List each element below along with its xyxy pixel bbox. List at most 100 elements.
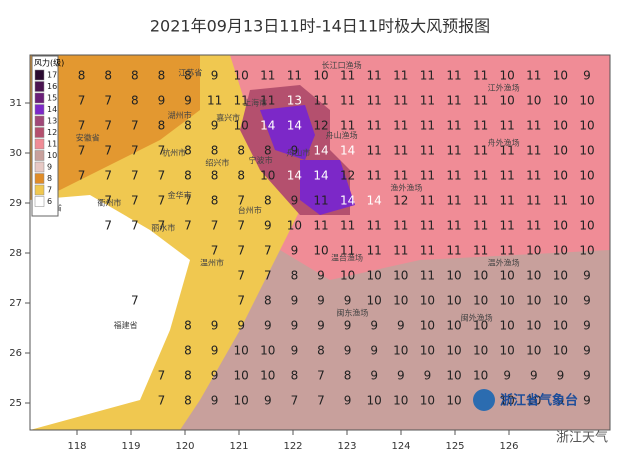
wind-value: 13 (287, 94, 302, 108)
wind-value: 9 (291, 319, 299, 333)
wind-value: 8 (344, 369, 352, 383)
wind-value: 9 (583, 269, 591, 283)
wind-value: 9 (583, 69, 591, 83)
legend-swatch (34, 173, 45, 184)
wind-value: 11 (367, 169, 382, 183)
place-label: 福建省 (114, 320, 138, 330)
wind-value: 7 (184, 194, 192, 208)
wind-value: 7 (131, 169, 139, 183)
wind-value: 10 (446, 344, 461, 358)
wind-value: 10 (234, 394, 249, 408)
legend-level: 17 (47, 71, 57, 80)
wind-value: 11 (526, 194, 541, 208)
wind-value: 10 (579, 94, 594, 108)
wind-value: 9 (583, 369, 591, 383)
wind-value: 11 (260, 69, 275, 83)
place-label: 绍兴市 (205, 158, 229, 168)
wind-value: 10 (367, 269, 382, 283)
wind-value: 7 (317, 369, 325, 383)
wind-value: 8 (184, 319, 192, 333)
wind-value: 10 (473, 294, 488, 308)
legend-label: 风力(级) (34, 58, 64, 68)
wind-value: 10 (579, 144, 594, 158)
place-label: 杭州市 (162, 148, 186, 158)
place-label: 江外渔场 (488, 83, 520, 93)
wind-value: 7 (104, 194, 112, 208)
wind-value: 11 (420, 169, 435, 183)
storm-zone-north (260, 105, 315, 160)
wind-value: 8 (131, 94, 139, 108)
wind-value: 10 (553, 219, 568, 233)
wind-value: 7 (104, 219, 112, 233)
lon-tick-label: 123 (337, 441, 356, 452)
wind-value: 11 (207, 94, 222, 108)
wind-value: 9 (344, 294, 352, 308)
wind-value: 9 (344, 319, 352, 333)
wind-value: 7 (131, 194, 139, 208)
wind-value: 10 (393, 269, 408, 283)
wind-value: 10 (500, 394, 515, 408)
wind-value: 9 (211, 119, 219, 133)
wind-value: 9 (158, 94, 166, 108)
wind-value: 10 (260, 369, 275, 383)
wind-value: 11 (446, 69, 461, 83)
wind-value: 7 (237, 194, 245, 208)
wind-value: 9 (583, 394, 591, 408)
wind-value: 8 (158, 119, 166, 133)
wind-value: 10 (420, 344, 435, 358)
wind-value: 11 (473, 94, 488, 108)
wind-value: 11 (446, 94, 461, 108)
wind-value: 11 (313, 94, 328, 108)
place-label: 渔外渔场 (390, 183, 422, 193)
wind-value: 11 (420, 219, 435, 233)
wind-value: 9 (397, 319, 405, 333)
place-label: 江苏省 (178, 68, 202, 78)
wind-value: 7 (158, 169, 166, 183)
wind-value: 7 (158, 369, 166, 383)
wind-value: 8 (211, 144, 219, 158)
wind-value: 11 (446, 144, 461, 158)
wind-value: 14 (287, 169, 302, 183)
lat-tick-label: 30 (9, 148, 22, 159)
wind-value: 7 (237, 244, 245, 258)
wind-grid: 8888891011111011111111111110111093778991… (51, 69, 594, 408)
watermark: 浙江天气 (556, 430, 608, 446)
lon-tick-label: 121 (229, 441, 248, 452)
wind-value: 7 (104, 94, 112, 108)
map-area (29, 54, 611, 431)
wind-value: 11 (313, 194, 328, 208)
wind-value: 7 (264, 244, 272, 258)
wind-value: 9 (291, 344, 299, 358)
wind-value: 9 (530, 369, 538, 383)
wind-value: 8 (211, 194, 219, 208)
axes: 118 119 120 121 122 123 124 125 1263130292827262… (9, 98, 518, 452)
place-label: 湖州市 (168, 110, 192, 120)
wind-value: 11 (446, 219, 461, 233)
wind-value: 10 (313, 244, 328, 258)
wind-value: 10 (234, 119, 249, 133)
wind-value: 10 (553, 119, 568, 133)
wind-value: 11 (446, 244, 461, 258)
wind-value: 11 (526, 219, 541, 233)
wind-value: 9 (264, 394, 272, 408)
wind-value: 8 (184, 394, 192, 408)
wind-value: 8 (264, 294, 272, 308)
wind-value: 7 (78, 144, 86, 158)
wind-value: 14 (340, 194, 355, 208)
wind-value: 11 (446, 119, 461, 133)
legend-swatch (34, 104, 45, 115)
wind-value: 7 (317, 394, 325, 408)
wind-value: 11 (340, 94, 355, 108)
wind-value: 7 (104, 144, 112, 158)
wind-value: 11 (367, 69, 382, 83)
legend-level: 16 (47, 82, 57, 91)
wind-value: 9 (211, 394, 219, 408)
wind-value: 11 (553, 194, 568, 208)
wind-value: 11 (393, 144, 408, 158)
wind-value: 9 (317, 294, 325, 308)
wind-value: 8 (184, 169, 192, 183)
legend-swatch (34, 184, 45, 196)
wind-value: 9 (503, 369, 511, 383)
wind-value: 8 (291, 369, 299, 383)
